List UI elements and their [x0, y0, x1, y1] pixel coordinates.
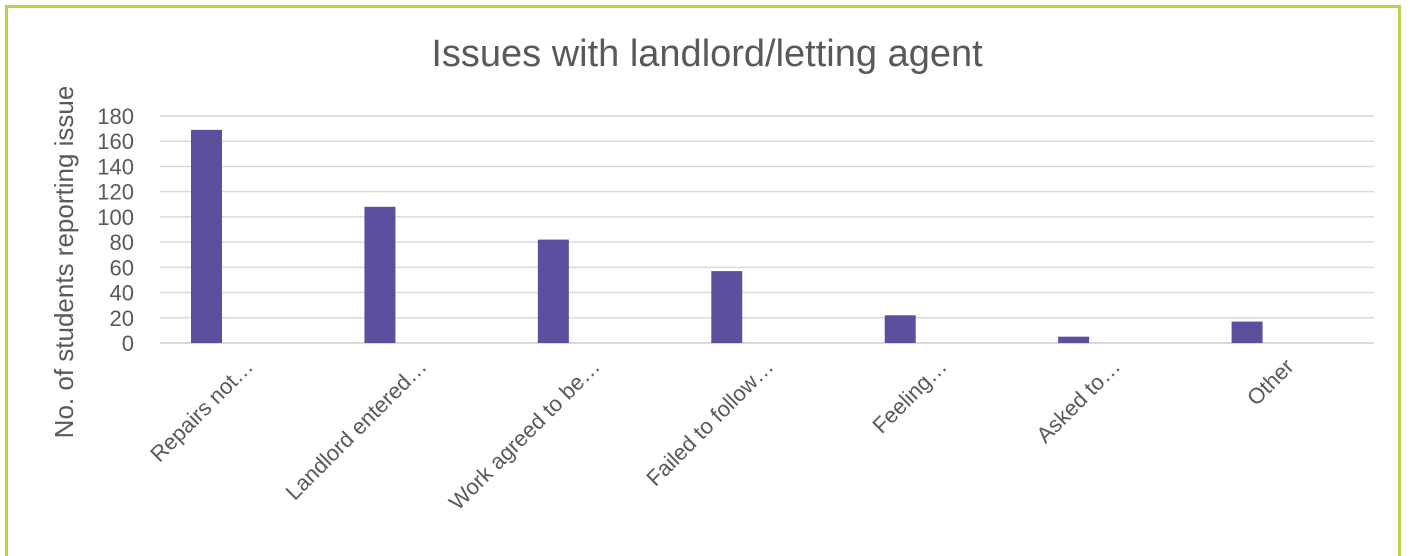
y-tick-label: 120	[97, 180, 134, 205]
category-label: Failed to follow…	[641, 354, 778, 491]
gridlines	[160, 115, 1374, 344]
category-label: Landlord entered…	[281, 354, 432, 505]
category-label: Other	[1242, 354, 1299, 411]
y-tick-label: 180	[97, 104, 134, 129]
chart-frame	[5, 5, 1401, 556]
bar	[537, 239, 569, 343]
bar	[1231, 321, 1263, 343]
bar	[884, 315, 916, 343]
category-label: Work agreed to be…	[444, 354, 605, 515]
y-tick-label: 20	[110, 306, 134, 331]
category-labels: Repairs not… Landlord entered… Work agreed…	[145, 354, 1298, 515]
category-label: Asked to…	[1031, 354, 1125, 448]
y-tick-label: 100	[97, 205, 134, 230]
chart-title: Issues with landlord/letting agent	[431, 33, 983, 75]
bar	[711, 271, 743, 343]
bar	[1058, 336, 1090, 343]
category-label: Repairs not…	[145, 354, 258, 467]
y-tick-label: 60	[110, 255, 134, 280]
bars	[191, 129, 1263, 343]
y-tick-label: 40	[110, 281, 134, 306]
y-tick-label: 0	[122, 331, 134, 356]
y-tick-label: 140	[97, 154, 134, 179]
y-tick-label: 160	[97, 129, 134, 154]
y-axis-label: No. of students reporting issue	[49, 86, 79, 439]
bar	[191, 129, 222, 343]
y-tick-label: 80	[110, 230, 134, 255]
bar	[364, 206, 396, 343]
category-label: Feeling…	[867, 354, 951, 438]
